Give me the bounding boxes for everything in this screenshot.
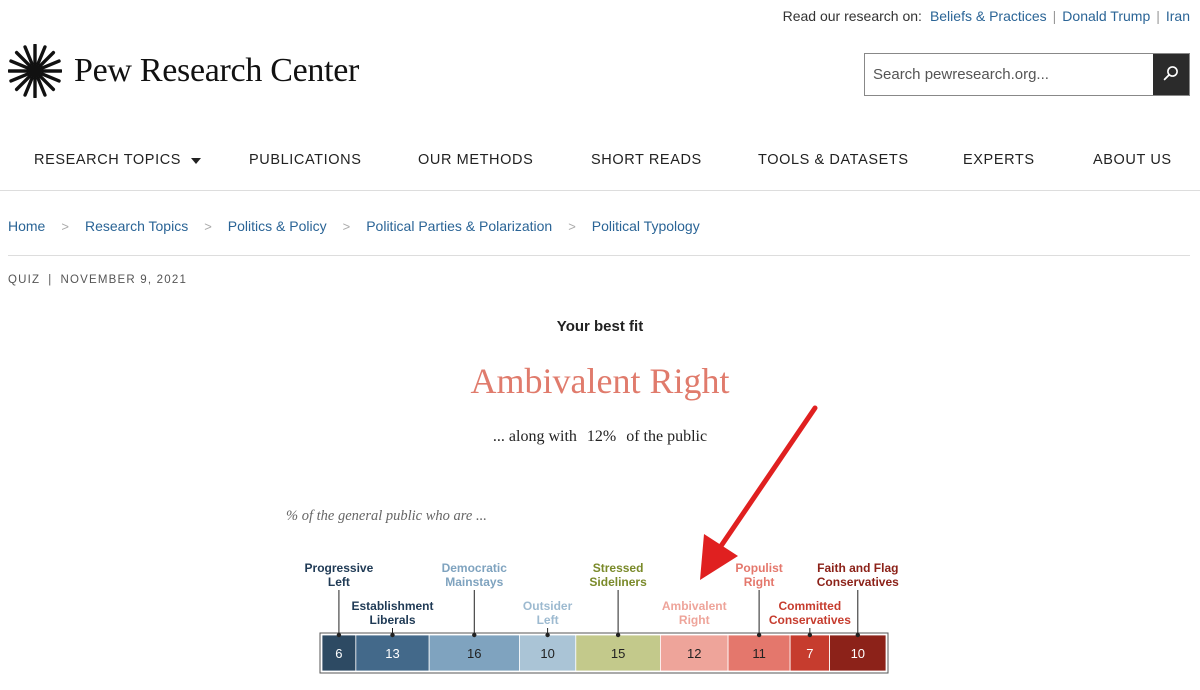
topbar-separator: | [1052,8,1057,24]
bar-segment-stressed-sideliners [575,634,661,672]
bar-value-ambivalent-right: 12 [687,646,701,661]
meta-separator: | [48,274,53,286]
bar-segment-populist-right [727,634,791,672]
bar-value-outsider-left: 10 [540,646,554,661]
bar-segment-faith-and-flag-conservatives [829,634,887,672]
bar-label-democratic-mainstays: Mainstays [445,575,503,589]
breadcrumb-home[interactable]: Home [8,218,46,234]
leader-dot-populist-right [756,632,762,638]
search-button[interactable] [1153,54,1189,95]
annotation-arrow-head [700,534,738,580]
bar-label-democratic-mainstays: Democratic [442,561,508,575]
leader-dot-outsider-left [545,632,550,638]
article-type: QUIZ [8,274,41,286]
bar-label-outsider-left: Left [537,613,559,627]
search-input[interactable] [865,54,1153,95]
bar-segment-ambivalent-right [660,634,729,672]
breadcrumb: Home > Research Topics > Politics & Poli… [8,218,700,234]
bar-label-stressed-sideliners: Stressed [593,561,644,575]
bar-label-stressed-sideliners: Sideliners [589,575,647,589]
nav-experts[interactable]: EXPERTS [963,152,1035,168]
bar-segment-committed-conservatives [789,634,830,672]
bar-value-establishment-liberals: 13 [385,646,399,661]
chart-caption: % of the general public who are ... [286,508,487,524]
bar-label-faith-and-flag-conservatives: Conservatives [817,575,899,589]
leader-dot-establishment-liberals [390,632,395,638]
bar-segment-establishment-liberals [355,634,430,672]
caret-down-icon [191,152,202,168]
bar-value-populist-right: 11 [752,646,766,661]
main-nav: RESEARCH TOPICS PUBLICATIONS OUR METHODS… [0,148,1200,174]
bar-segment-democratic-mainstays [428,634,520,672]
result-share: ... along with 12% of the public [0,428,1200,446]
bar-label-establishment-liberals: Establishment [351,599,433,613]
result-share-suffix: of the public [626,428,708,445]
leader-dot-progressive-left [336,632,342,638]
leader-dot-committed-conservatives [807,632,813,638]
search-box [864,53,1190,96]
bar-label-ambivalent-right: Ambivalent [662,599,727,613]
annotation-arrow-shaft [718,405,818,549]
logo-text: Pew Research Center [74,52,360,89]
chart-frame [319,632,889,674]
topbar-separator: | [1156,8,1160,24]
bar-label-committed-conservatives: Committed [779,599,842,613]
breadcrumb-research-topics[interactable]: Research Topics [84,218,189,234]
nav-tools-datasets[interactable]: TOOLS & DATASETS [758,152,909,168]
result-share-percent: 12% [586,428,617,445]
breadcrumb-separator: > [342,218,351,234]
breadcrumb-divider [8,255,1190,256]
article-date: NOVEMBER 9, 2021 [60,274,188,286]
nav-divider [0,190,1200,191]
bar-label-populist-right: Right [744,575,775,589]
nav-publications[interactable]: PUBLICATIONS [249,152,362,168]
topbar: Read our research on: Beliefs & Practice… [783,8,1190,24]
sunburst-icon [8,44,62,98]
result-share-prefix: ... along with [492,428,577,445]
breadcrumb-separator: > [204,218,212,234]
bar-segment-outsider-left [519,634,577,672]
nav-research-topics[interactable]: RESEARCH TOPICS [34,152,202,168]
bar-label-outsider-left: Outsider [523,599,573,613]
bar-value-democratic-mainstays: 16 [467,646,481,661]
bar-label-populist-right: Populist [735,561,782,575]
best-fit-label: Your best fit [556,318,644,335]
nav-short-reads[interactable]: SHORT READS [591,152,702,168]
bar-value-faith-and-flag-conservatives: 10 [851,646,865,661]
topbar-lead: Read our research on: [782,8,922,24]
breadcrumb-political-typology[interactable]: Political Typology [591,218,700,234]
breadcrumb-politics-policy[interactable]: Politics & Policy [227,218,327,234]
breadcrumb-separator: > [61,218,69,234]
nav-label: RESEARCH TOPICS [34,152,182,168]
bar-label-ambivalent-right: Right [679,613,710,627]
breadcrumb-political-parties[interactable]: Political Parties & Polarization [366,218,553,234]
leader-dot-stressed-sideliners [615,632,621,638]
bar-label-faith-and-flag-conservatives: Faith and Flag [817,561,898,575]
bar-value-progressive-left: 6 [335,646,342,661]
bar-label-establishment-liberals: Liberals [369,613,415,627]
bar-value-stressed-sideliners: 15 [611,646,625,661]
result-title: Ambivalent Right [470,361,730,401]
leader-dot-democratic-mainstays [472,632,477,638]
site-logo[interactable]: Pew Research Center [8,44,359,98]
bar-label-progressive-left: Progressive [305,561,374,575]
leader-dot-faith-and-flag-conservatives [855,632,860,638]
bar-label-committed-conservatives: Conservatives [769,613,851,627]
nav-about-us[interactable]: ABOUT US [1093,152,1172,168]
bar-label-progressive-left: Left [328,575,350,589]
nav-our-methods[interactable]: OUR METHODS [418,152,534,168]
bar-value-committed-conservatives: 7 [806,646,813,661]
topbar-link-beliefs[interactable]: Beliefs & Practices [929,8,1047,24]
search-icon [1163,65,1179,84]
topbar-link-iran[interactable]: Iran [1165,8,1190,24]
topbar-link-trump[interactable]: Donald Trump [1062,8,1151,24]
breadcrumb-separator: > [568,218,576,234]
article-meta: QUIZ | NOVEMBER 9, 2021 [8,274,187,286]
